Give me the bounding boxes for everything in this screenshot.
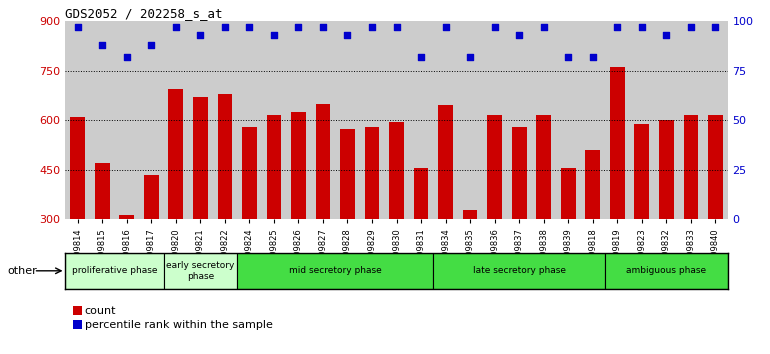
- Point: [316, 24, 329, 30]
- Point: [72, 24, 84, 30]
- Point: [366, 24, 378, 30]
- Bar: [512, 127, 527, 219]
- Text: count: count: [85, 306, 116, 316]
- Bar: [365, 127, 380, 219]
- Bar: [217, 94, 233, 219]
- Point: [96, 42, 109, 48]
- Bar: [487, 115, 502, 219]
- Bar: [340, 129, 355, 219]
- Bar: [311, 21, 335, 219]
- Bar: [605, 253, 728, 289]
- Bar: [703, 21, 728, 219]
- Bar: [242, 127, 256, 219]
- Bar: [213, 21, 237, 219]
- Bar: [561, 168, 576, 219]
- Bar: [291, 112, 306, 219]
- Bar: [316, 104, 330, 219]
- Text: percentile rank within the sample: percentile rank within the sample: [85, 320, 273, 330]
- Point: [611, 24, 624, 30]
- Bar: [630, 21, 654, 219]
- Bar: [384, 21, 409, 219]
- Point: [513, 32, 525, 38]
- Bar: [659, 120, 674, 219]
- Bar: [537, 115, 551, 219]
- Bar: [434, 21, 458, 219]
- Bar: [163, 253, 237, 289]
- Point: [293, 24, 305, 30]
- Bar: [634, 124, 649, 219]
- Bar: [95, 163, 109, 219]
- Bar: [413, 168, 428, 219]
- Bar: [463, 210, 477, 219]
- Point: [709, 24, 721, 30]
- Point: [390, 24, 403, 30]
- Bar: [585, 150, 600, 219]
- Point: [660, 32, 672, 38]
- Text: other: other: [8, 266, 38, 276]
- Text: mid secretory phase: mid secretory phase: [289, 266, 382, 275]
- Point: [169, 24, 182, 30]
- Bar: [360, 21, 384, 219]
- Bar: [115, 21, 139, 219]
- Bar: [237, 21, 262, 219]
- Point: [537, 24, 550, 30]
- Bar: [610, 68, 624, 219]
- Bar: [139, 21, 163, 219]
- Bar: [65, 21, 90, 219]
- Bar: [188, 21, 213, 219]
- Bar: [65, 253, 163, 289]
- Bar: [70, 117, 85, 219]
- Text: ambiguous phase: ambiguous phase: [626, 266, 706, 275]
- Bar: [434, 253, 605, 289]
- Point: [488, 24, 500, 30]
- Point: [440, 24, 452, 30]
- Bar: [458, 21, 482, 219]
- Bar: [144, 175, 159, 219]
- Bar: [90, 21, 115, 219]
- Point: [219, 24, 231, 30]
- Bar: [708, 115, 723, 219]
- Text: proliferative phase: proliferative phase: [72, 266, 157, 275]
- Bar: [169, 89, 183, 219]
- Point: [587, 54, 599, 60]
- Bar: [581, 21, 605, 219]
- Point: [194, 32, 206, 38]
- Point: [562, 54, 574, 60]
- Text: early secretory
phase: early secretory phase: [166, 261, 235, 280]
- Point: [121, 54, 133, 60]
- Point: [464, 54, 477, 60]
- Bar: [335, 21, 360, 219]
- Point: [685, 24, 697, 30]
- Bar: [482, 21, 507, 219]
- Bar: [266, 115, 281, 219]
- Bar: [654, 21, 678, 219]
- Bar: [163, 21, 188, 219]
- Bar: [438, 105, 453, 219]
- Point: [341, 32, 353, 38]
- Bar: [286, 21, 311, 219]
- Point: [636, 24, 648, 30]
- Point: [243, 24, 256, 30]
- Bar: [507, 21, 531, 219]
- Bar: [684, 115, 698, 219]
- Point: [415, 54, 427, 60]
- Bar: [237, 253, 434, 289]
- Bar: [531, 21, 556, 219]
- Point: [268, 32, 280, 38]
- Bar: [119, 215, 134, 219]
- Bar: [556, 21, 581, 219]
- Bar: [389, 122, 404, 219]
- Bar: [193, 97, 208, 219]
- Bar: [678, 21, 703, 219]
- Bar: [262, 21, 286, 219]
- Point: [145, 42, 157, 48]
- Bar: [409, 21, 434, 219]
- Bar: [605, 21, 630, 219]
- Text: late secretory phase: late secretory phase: [473, 266, 566, 275]
- Text: GDS2052 / 202258_s_at: GDS2052 / 202258_s_at: [65, 7, 223, 20]
